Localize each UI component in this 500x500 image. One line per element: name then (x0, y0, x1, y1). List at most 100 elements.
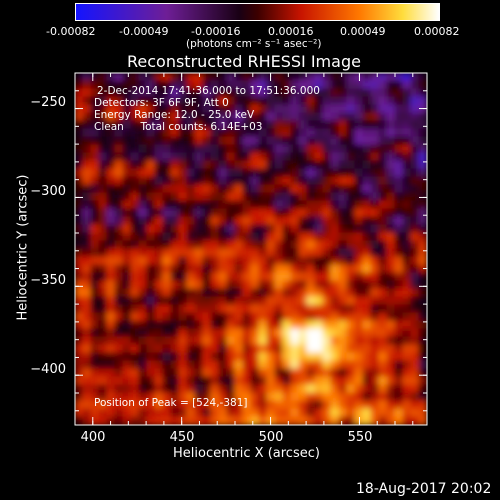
heatmap-cell (98, 184, 108, 194)
heatmap-cell (402, 416, 412, 425)
heatmap-cell (362, 336, 372, 346)
heatmap-cell (378, 344, 388, 354)
heatmap-cell (202, 176, 212, 186)
heatmap-cell (186, 128, 196, 138)
heatmap-cell (378, 232, 388, 242)
heatmap-cell (130, 272, 140, 282)
heatmap-cell (418, 336, 427, 346)
heatmap-cell (98, 408, 108, 418)
heatmap-cell (170, 184, 180, 194)
heatmap-cell (75, 88, 84, 98)
heatmap-cell (218, 176, 228, 186)
heatmap-cell (162, 208, 172, 218)
heatmap-cell (362, 392, 372, 402)
heatmap-cell (378, 120, 388, 130)
heatmap-cell (258, 400, 268, 410)
heatmap-cell (226, 176, 236, 186)
heatmap-cell (330, 232, 340, 242)
heatmap-cell (290, 360, 300, 370)
heatmap-cell (418, 368, 427, 378)
heatmap-cell (418, 120, 427, 130)
heatmap-cell (378, 360, 388, 370)
heatmap-cell (322, 152, 332, 162)
heatmap-cell (234, 288, 244, 298)
heatmap-cell (258, 280, 268, 290)
heatmap-cell (98, 352, 108, 362)
heatmap-cell (362, 112, 372, 122)
heatmap-cell (186, 168, 196, 178)
heatmap-cell (314, 80, 324, 90)
heatmap-cell (130, 416, 140, 425)
heatmap-cell (410, 248, 420, 258)
heatmap-cell (75, 73, 84, 82)
heatmap-cell (138, 272, 148, 282)
heatmap-cell (146, 184, 156, 194)
heatmap-cell (362, 88, 372, 98)
heatmap-cell (362, 360, 372, 370)
heatmap-cell (266, 176, 276, 186)
heatmap-cell (210, 312, 220, 322)
heatmap-cell (90, 200, 100, 210)
heatmap-cell (138, 416, 148, 425)
heatmap-cell (218, 168, 228, 178)
heatmap-cell (202, 168, 212, 178)
heatmap-cell (306, 224, 316, 234)
heatmap-cell (418, 80, 427, 90)
heatmap-cell (402, 376, 412, 386)
heatmap-cell (330, 88, 340, 98)
heatmap-cell (106, 232, 116, 242)
heatmap-cell (122, 408, 132, 418)
heatmap-cell (282, 128, 292, 138)
heatmap-cell (218, 328, 228, 338)
heatmap-cell (370, 368, 380, 378)
heatmap-cell (306, 232, 316, 242)
heatmap-cell (378, 336, 388, 346)
heatmap-cell (378, 392, 388, 402)
heatmap-cell (114, 73, 124, 82)
heatmap-cell (330, 288, 340, 298)
heatmap-cell (266, 152, 276, 162)
heatmap-cell (306, 304, 316, 314)
heatmap-cell (362, 120, 372, 130)
heatmap-cell (82, 408, 92, 418)
heatmap-cell (298, 288, 308, 298)
heatmap-cell (250, 296, 260, 306)
heatmap-cell (138, 88, 148, 98)
heatmap-cell (106, 296, 116, 306)
heatmap-cell (410, 376, 420, 386)
heatmap-cell (210, 176, 220, 186)
heatmap-cell (282, 288, 292, 298)
heatmap-cell (354, 224, 364, 234)
heatmap-cell (106, 336, 116, 346)
heatmap-cell (410, 400, 420, 410)
heatmap-cell (162, 288, 172, 298)
heatmap-cell (298, 256, 308, 266)
heatmap-cell (378, 304, 388, 314)
heatmap-cell (394, 168, 404, 178)
heatmap-cell (178, 248, 188, 258)
heatmap-cell (258, 112, 268, 122)
heatmap-cell (258, 264, 268, 274)
heatmap-cell (250, 224, 260, 234)
heatmap-cell (226, 80, 236, 90)
heatmap-cell (266, 352, 276, 362)
heatmap-cell (210, 128, 220, 138)
heatmap-cell (90, 112, 100, 122)
heatmap-cell (138, 240, 148, 250)
heatmap-cell (82, 312, 92, 322)
heatmap-cell (194, 416, 204, 425)
heatmap-cell (298, 264, 308, 274)
heatmap-cell (410, 360, 420, 370)
heatmap-cell (274, 416, 284, 425)
heatmap-cell (338, 328, 348, 338)
heatmap-cell (370, 336, 380, 346)
heatmap-cell (170, 280, 180, 290)
heatmap-cell (154, 216, 164, 226)
heatmap-cell (138, 312, 148, 322)
heatmap-cell (226, 184, 236, 194)
heatmap-cell (266, 248, 276, 258)
heatmap-cell (386, 264, 396, 274)
heatmap-cell (370, 256, 380, 266)
heatmap-cell (146, 112, 156, 122)
heatmap-cell (338, 160, 348, 170)
